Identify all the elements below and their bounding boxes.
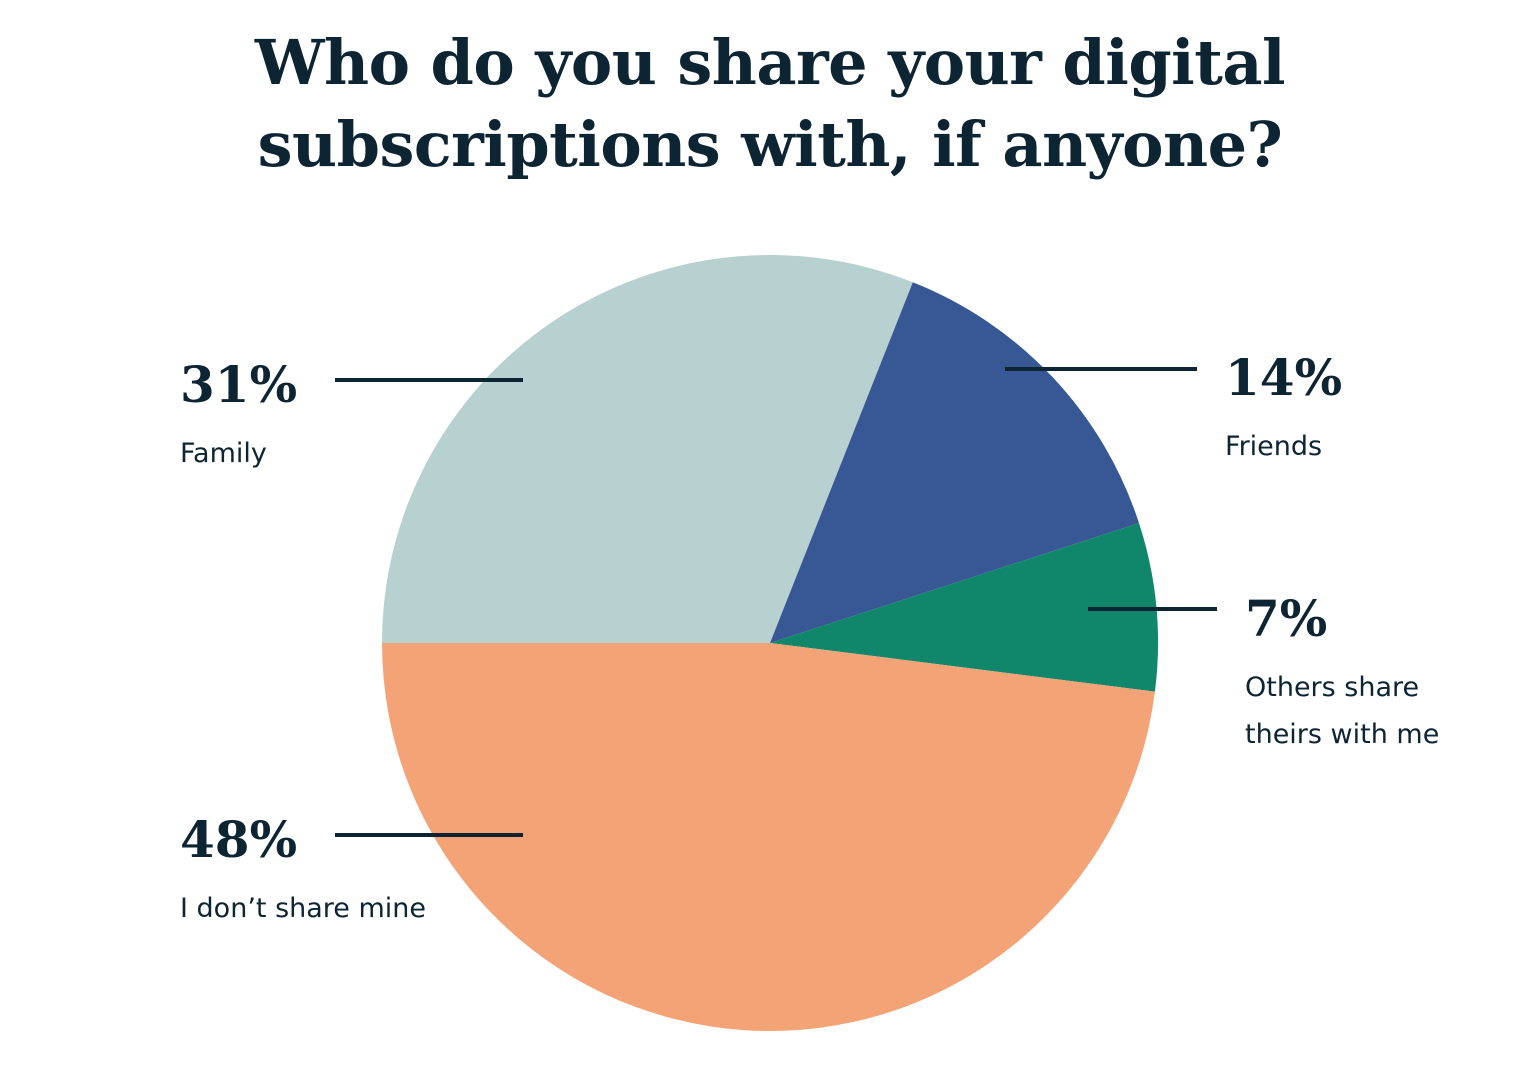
title-line-2: subscriptions with, if anyone?: [257, 108, 1283, 181]
title-line-1: Who do you share your digital: [254, 26, 1286, 99]
pie-slice-friends: [770, 282, 1140, 643]
category-label: I don’t share mine: [180, 893, 426, 924]
data-label: 48%: [180, 810, 297, 869]
pie-slice-family: [382, 255, 913, 643]
category-label: Friends: [1225, 431, 1322, 462]
category-label: Family: [180, 438, 267, 469]
data-label: 14%: [1225, 348, 1342, 407]
data-label: 7%: [1245, 589, 1327, 648]
category-label: Others share: [1245, 672, 1419, 703]
pie-slice-others-share-theirs-with-me: [770, 523, 1158, 692]
data-label: 31%: [180, 355, 297, 414]
category-label: theirs with me: [1245, 719, 1439, 750]
chart-title: Who do you share your digital subscripti…: [0, 22, 1540, 186]
pie-slice-i-don-t-share-mine: [382, 643, 1155, 1032]
